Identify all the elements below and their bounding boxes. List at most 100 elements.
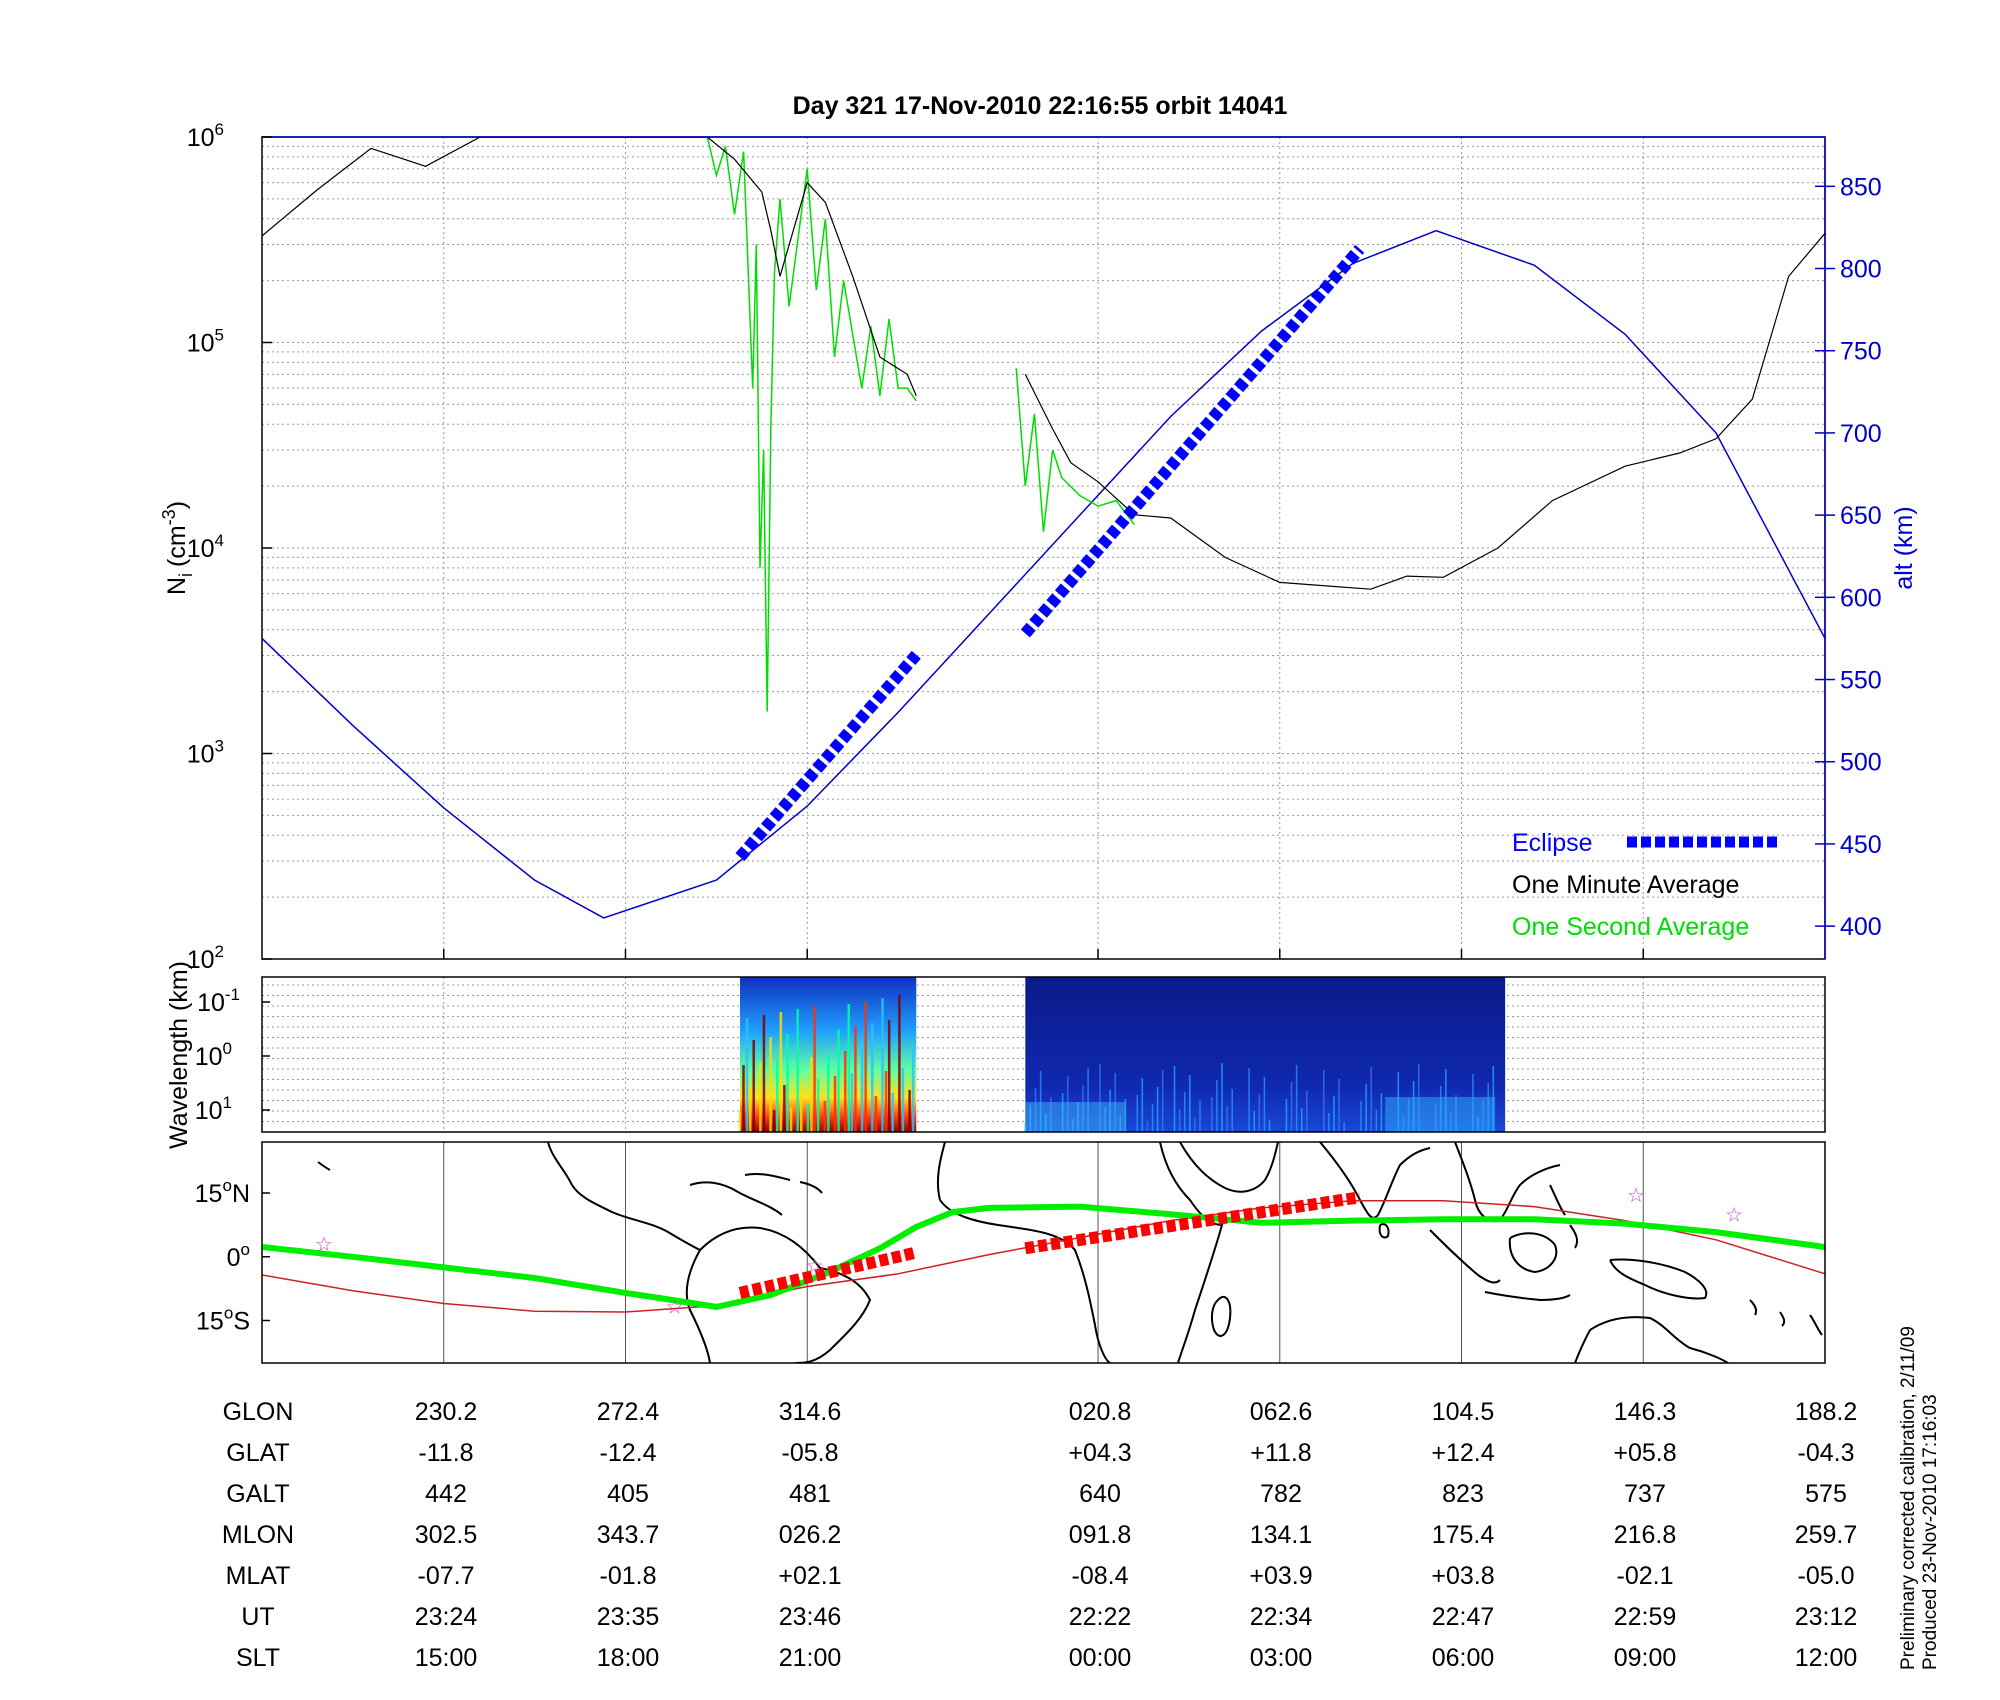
lat-hemisphere: S <box>233 1308 250 1336</box>
chart-title: Day 321 17-Nov-2010 22:16:55 orbit 14041 <box>793 92 1288 120</box>
table-row-label: MLAT <box>226 1562 291 1590</box>
tick-base: 10 <box>195 1097 223 1125</box>
lat-number: 15 <box>196 1308 224 1336</box>
table-cell: +02.1 <box>778 1562 841 1590</box>
altitude-tick-label: 550 <box>1840 667 1882 695</box>
coast-new-guinea <box>1609 1258 1708 1300</box>
footnote-line-1: Preliminary corrected calibration, 2/11/… <box>1898 1326 1919 1670</box>
table-cell: 18:00 <box>597 1644 660 1672</box>
table-cell: -01.8 <box>600 1562 657 1590</box>
coast-central-america <box>547 1142 701 1251</box>
table-cell: 314.6 <box>779 1398 842 1426</box>
ylabel-close: ) <box>163 501 191 509</box>
tick-exponent: 3 <box>215 737 224 756</box>
tick-base: 10 <box>187 330 215 358</box>
table-cell: -12.4 <box>600 1439 657 1467</box>
legend-eclipse-label: Eclipse <box>1512 829 1593 857</box>
coast-hawaii <box>317 1161 331 1171</box>
table-cell: 104.5 <box>1432 1398 1495 1426</box>
table-cell: +04.3 <box>1068 1439 1131 1467</box>
tick-exponent: 0 <box>223 1039 232 1058</box>
table-cell: 23:46 <box>779 1603 842 1631</box>
eclipse-track-segment <box>738 1246 918 1299</box>
altitude-tick-label: 500 <box>1840 749 1882 777</box>
table-cell: 782 <box>1260 1480 1302 1508</box>
spectrogram-y-tick-label: 100 <box>195 1039 232 1071</box>
table-cell: 272.4 <box>597 1398 660 1426</box>
spectrogram-low-patch <box>1385 1097 1496 1132</box>
table-cell: 230.2 <box>415 1398 478 1426</box>
lat-hemisphere: N <box>232 1180 250 1208</box>
table-cell: 405 <box>607 1480 649 1508</box>
table-cell: 23:24 <box>415 1603 478 1631</box>
altitude-tick-label: 400 <box>1840 913 1882 941</box>
table-cell: -04.3 <box>1798 1439 1855 1467</box>
tick-base: 10 <box>195 1043 223 1071</box>
table-cell: 481 <box>789 1480 831 1508</box>
legend-one-minute-label: One Minute Average <box>1512 871 1739 899</box>
table-cell: 175.4 <box>1432 1521 1495 1549</box>
table-cell: 21:00 <box>779 1644 842 1672</box>
table-cell: +12.4 <box>1431 1439 1494 1467</box>
tick-exponent: 2 <box>215 942 224 961</box>
altitude-tick-label: 650 <box>1840 502 1882 530</box>
altitude-y-ticks: 400 450 500 550 600 650 700 750 800 850 <box>1815 173 1882 941</box>
table-cell: 062.6 <box>1250 1398 1313 1426</box>
ylabel-base: N <box>163 577 191 595</box>
station-star-icon: ☆ <box>315 1234 333 1256</box>
coast-africa <box>936 1142 1224 1363</box>
table-cell: -02.1 <box>1617 1562 1674 1590</box>
table-row-label: SLT <box>236 1644 280 1672</box>
coast-australia <box>1574 1316 1729 1363</box>
table-cell: 12:00 <box>1795 1644 1858 1672</box>
coast-arabia <box>1179 1142 1279 1193</box>
tick-base: 10 <box>187 741 215 769</box>
density-y-tick-label: 102 <box>187 942 224 974</box>
table-row-label: UT <box>241 1603 274 1631</box>
table-cell: 343.7 <box>597 1521 660 1549</box>
table-cell: 259.7 <box>1795 1521 1858 1549</box>
station-star-icon: ☆ <box>1627 1185 1645 1207</box>
table-cell: 020.8 <box>1069 1398 1132 1426</box>
table-cell: -08.4 <box>1072 1562 1129 1590</box>
eclipse-track-segment <box>1024 1191 1361 1255</box>
map-background <box>262 1142 1825 1363</box>
altitude-axis-label: alt (km) <box>1890 506 1918 589</box>
map-y-tick-label: 15oS <box>196 1304 250 1336</box>
altitude-tick-label: 600 <box>1840 584 1882 612</box>
table-cell: -05.8 <box>782 1439 839 1467</box>
coast-java <box>1484 1291 1571 1302</box>
table-cell: 06:00 <box>1432 1644 1495 1672</box>
table-cell: 302.5 <box>415 1521 478 1549</box>
spectrogram-frame <box>261 976 1826 1133</box>
table-cell: +03.9 <box>1249 1562 1312 1590</box>
footnote-line-2: Produced 23-Nov-2010 17:16:03 <box>1920 1394 1941 1670</box>
table-cell: 737 <box>1624 1480 1666 1508</box>
coast-india <box>1319 1142 1431 1219</box>
table-cell: 575 <box>1805 1480 1847 1508</box>
spectrogram-y-tick-label: 101 <box>195 1093 232 1125</box>
coast-madagascar <box>1210 1295 1232 1337</box>
density-grid <box>262 137 1825 959</box>
tick-base: 10 <box>187 946 215 974</box>
tick-exponent: 4 <box>215 531 224 550</box>
density-series <box>262 137 1825 919</box>
altitude-tick-label: 700 <box>1840 420 1882 448</box>
table-cell: -05.0 <box>1798 1562 1855 1590</box>
legend-one-second-label: One Second Average <box>1512 913 1749 941</box>
station-star-icon: ☆ <box>666 1296 684 1318</box>
table-cell: 134.1 <box>1250 1521 1313 1549</box>
table-cell: 188.2 <box>1795 1398 1858 1426</box>
table-cell: 026.2 <box>779 1521 842 1549</box>
station-star-icon: ☆ <box>1725 1204 1743 1226</box>
coast-south-america <box>685 1226 872 1363</box>
ylabel-sup: -3 <box>159 509 179 525</box>
lat-degree: o <box>224 1304 233 1323</box>
altitude-tick-label: 800 <box>1840 256 1882 284</box>
station-star-icon: ☆ <box>806 1255 824 1277</box>
spectrogram-y-axis-label: Wavelength (km) <box>165 961 193 1149</box>
